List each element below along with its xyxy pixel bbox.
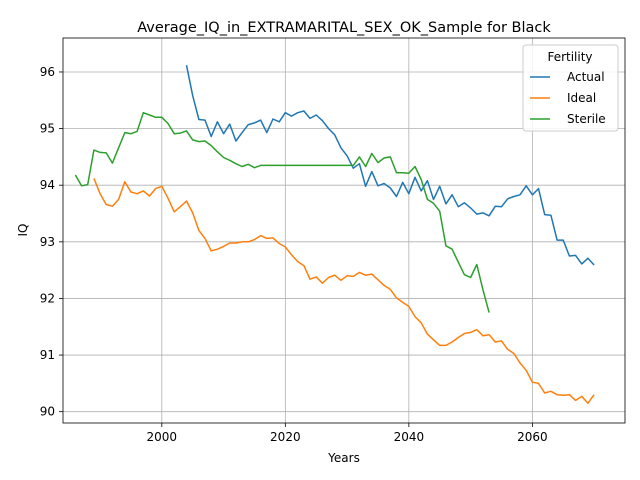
y-tick-label: 92 [40,291,55,305]
legend-label-actual: Actual [567,70,605,84]
x-axis-label: Years [327,451,360,465]
legend: Fertility Actual Ideal Sterile [522,44,619,132]
series-lines [74,65,595,404]
y-tick-label: 91 [40,348,55,362]
y-tick-label: 95 [40,122,55,136]
y-tick-label: 96 [40,65,55,79]
series-line-ideal [93,178,595,404]
x-tick-label: 2020 [270,430,301,444]
y-tick-label: 93 [40,235,55,249]
legend-title: Fertility [547,50,592,64]
y-tick-label: 90 [40,405,55,419]
legend-box [522,44,619,132]
y-tick-label: 94 [40,178,55,192]
axis-ticks: 2000 2020 2040 2060 90 91 92 93 94 95 96 [40,65,548,444]
y-axis-label: IQ [16,224,30,237]
x-tick-label: 2060 [517,430,548,444]
series-line-sterile [74,111,490,313]
x-tick-label: 2000 [147,430,178,444]
legend-label-sterile: Sterile [567,112,606,126]
series-line-actual [185,65,595,266]
chart-title: Average_IQ_in_EXTRAMARITAL_SEX_OK_Sample… [137,20,551,36]
x-tick-label: 2040 [394,430,425,444]
legend-label-ideal: Ideal [567,91,596,105]
plot-frame [62,37,626,424]
